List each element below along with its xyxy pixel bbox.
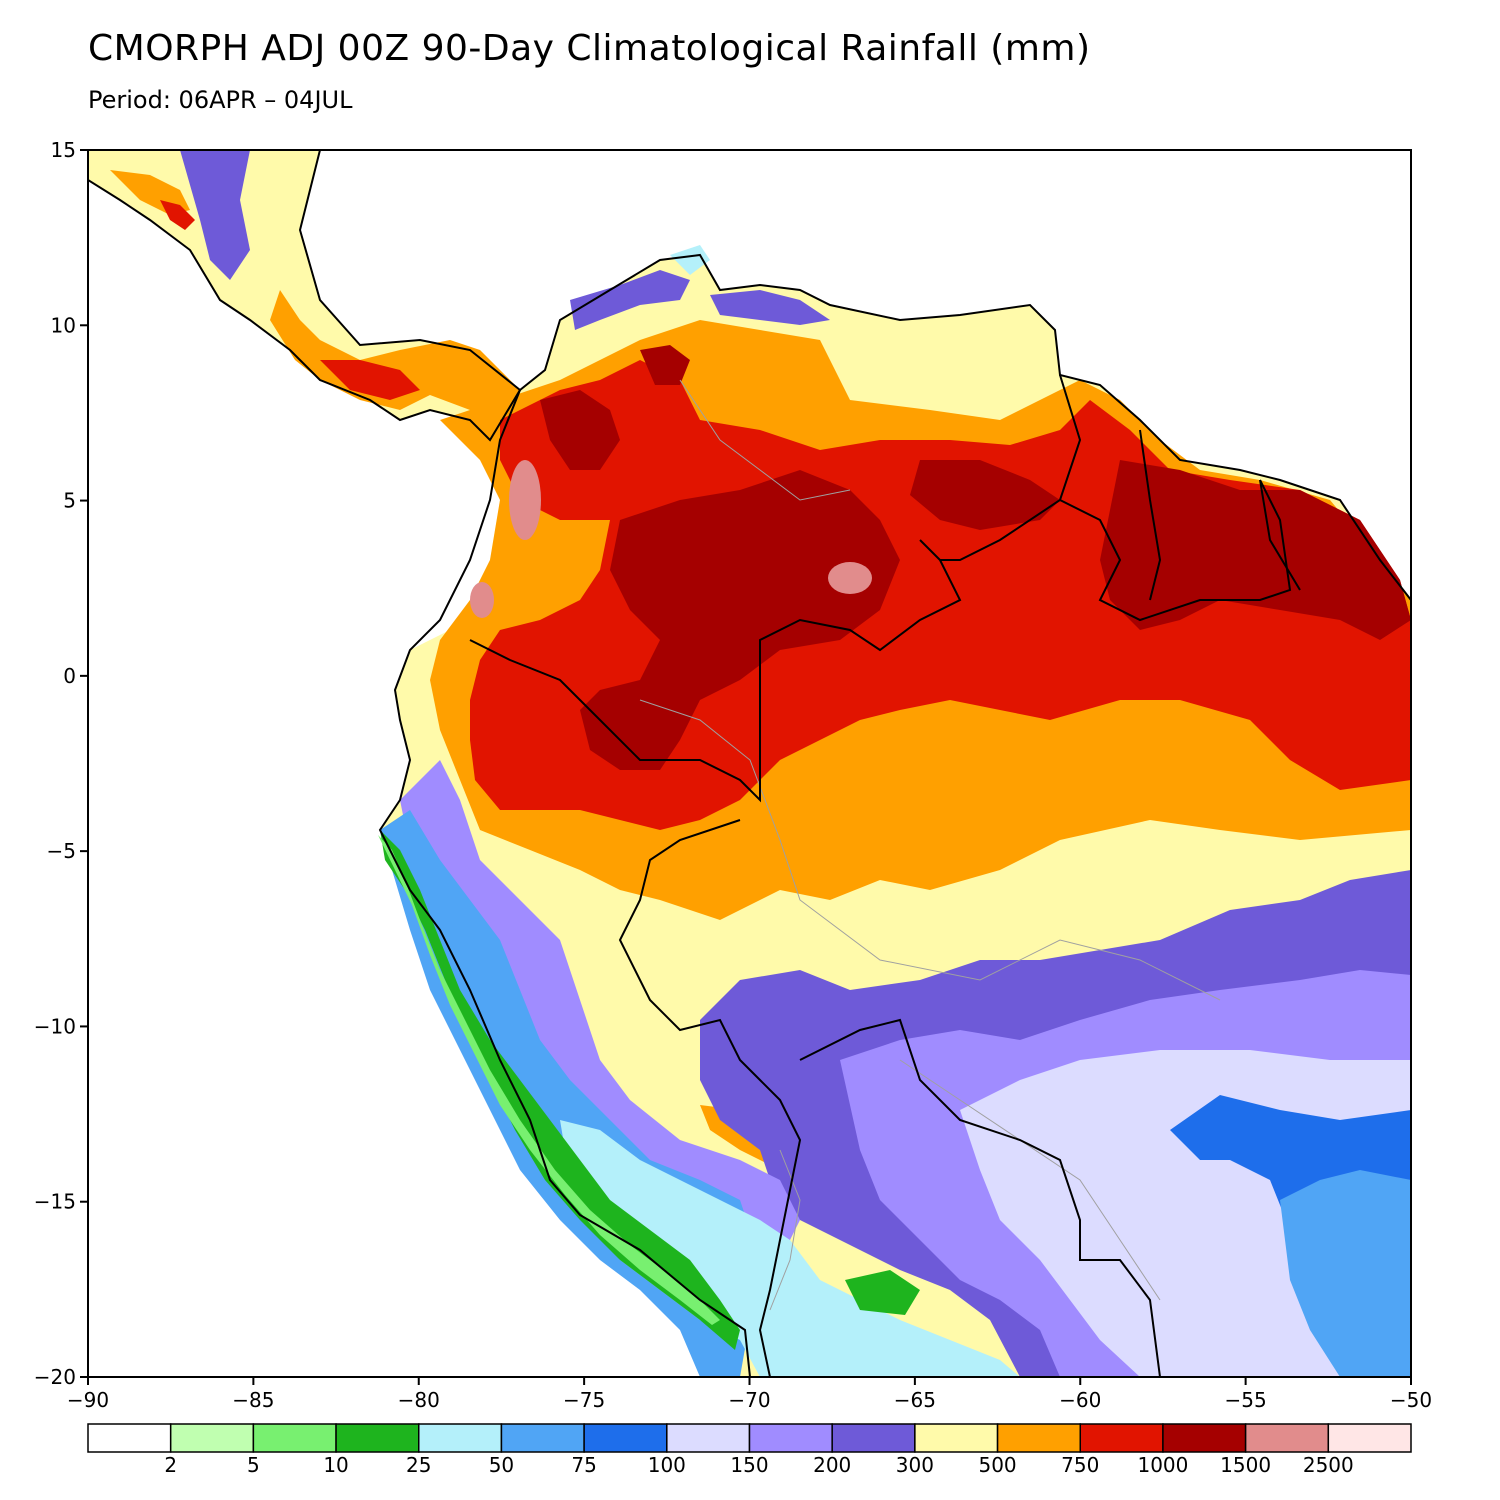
colorbar-swatch <box>1162 1423 1247 1453</box>
colorbar-label: 150 <box>730 1453 768 1477</box>
rain-1500-2500-amazon <box>828 562 872 594</box>
border-bolivia-brazil <box>799 1018 1161 1377</box>
colorbar-label: 2 <box>164 1453 177 1477</box>
y-axis: 15 10 5 0 −5 −10 −15 −20 <box>34 138 88 1389</box>
rain-1000-1500-north <box>910 460 1060 530</box>
rain-500-750-central-america <box>270 290 520 420</box>
x-tick-label: −90 <box>67 1388 109 1412</box>
colorbar-swatch <box>666 1423 751 1453</box>
colorbar-label: 2500 <box>1303 1453 1354 1477</box>
x-tick-label: −85 <box>232 1388 274 1412</box>
x-tick-label: −70 <box>728 1388 770 1412</box>
x-tick-label: −75 <box>563 1388 605 1412</box>
rain-200-300-venezuela-coast <box>710 290 830 325</box>
rain-1500-2500-choco <box>509 460 541 540</box>
rain-1500-2500-ecuador <box>470 582 494 618</box>
colorbar-swatch <box>169 1423 255 1453</box>
y-tick-label: 10 <box>51 313 76 337</box>
colorbar-swatch <box>583 1423 668 1453</box>
x-tick-label: −60 <box>1059 1388 1101 1412</box>
y-tick-label: −10 <box>34 1014 76 1038</box>
colorbar-label: 750 <box>1061 1453 1099 1477</box>
rain-200-300-honduras <box>180 150 250 280</box>
rain-1000-1500-guianas <box>1100 460 1411 640</box>
colorbar-swatch <box>335 1423 420 1453</box>
rainfall-field <box>88 150 1411 1377</box>
colorbar-label: 100 <box>648 1453 686 1477</box>
y-tick-label: −15 <box>34 1190 76 1214</box>
border-bolivia-brazil <box>899 1059 1161 1301</box>
rain-750-1000-panama <box>320 360 420 400</box>
border-peru-brazil <box>618 819 802 1377</box>
colorbar-label: 5 <box>247 1453 260 1477</box>
colorbar-label: 1500 <box>1220 1453 1271 1477</box>
colorbar-swatch <box>831 1423 916 1453</box>
colorbar-label: 200 <box>813 1453 851 1477</box>
colorbar-swatch <box>500 1423 585 1453</box>
colorbar-swatch <box>87 1423 172 1453</box>
border-guianas <box>1139 429 1301 601</box>
x-tick-label: −55 <box>1225 1388 1267 1412</box>
colorbar: 2 5 10 25 50 75 100 150 200 300 500 750 1000 1500 2500 <box>87 1423 1412 1477</box>
x-axis: −90 −85 −80 −75 −70 −65 −60 −55 −50 <box>67 1377 1432 1412</box>
border-amazon-inner <box>639 699 1221 1001</box>
rain-25-50-andes <box>560 1120 1020 1377</box>
y-tick-label: −5 <box>47 839 76 863</box>
colorbar-label: 50 <box>489 1453 514 1477</box>
x-tick-label: −80 <box>398 1388 440 1412</box>
colorbar-swatch <box>418 1423 503 1453</box>
rain-1000-1500-caribbean <box>640 345 690 385</box>
colorbar-label: 1000 <box>1137 1453 1188 1477</box>
rain-50-75-guajira <box>670 245 710 275</box>
border-colombia-peru-brazil <box>469 539 962 803</box>
rain-1000-1500-west <box>580 470 900 770</box>
colorbar-swatch <box>996 1423 1081 1453</box>
colorbar-label: 300 <box>896 1453 934 1477</box>
coastline-central-america <box>88 150 521 442</box>
rain-1000-1500-colombia-coast <box>540 390 620 470</box>
rain-200-300-caribbean-coast <box>570 270 690 330</box>
x-tick-label: −65 <box>894 1388 936 1412</box>
coastline-south-america <box>519 253 1411 601</box>
rain-10-25-bolivia <box>845 1270 920 1315</box>
colorbar-swatch <box>748 1423 833 1453</box>
y-tick-label: 0 <box>63 664 76 688</box>
colorbar-swatch <box>252 1423 337 1453</box>
colorbar-swatch <box>1079 1423 1164 1453</box>
y-tick-label: −20 <box>34 1365 76 1389</box>
period-subtitle: Period: 06APR – 04JUL <box>88 86 353 114</box>
colorbar-swatch <box>914 1423 999 1453</box>
border-peru-bolivia <box>769 1149 801 1311</box>
colorbar-swatch <box>1244 1423 1330 1453</box>
coastline-pacific <box>378 389 751 1377</box>
y-tick-label: 5 <box>63 489 76 513</box>
rain-50-75-southeast <box>1280 1170 1411 1377</box>
colorbar-label: 25 <box>406 1453 431 1477</box>
country-borders <box>639 379 1221 1311</box>
colorbar-label: 10 <box>323 1453 348 1477</box>
colorbar-swatch <box>1327 1423 1412 1453</box>
coastlines <box>88 150 1411 1377</box>
colorbar-label: 500 <box>978 1453 1016 1477</box>
border-venezuela-guyana <box>940 374 1292 622</box>
x-tick-label: −50 <box>1390 1388 1432 1412</box>
colorbar-label: 75 <box>571 1453 596 1477</box>
rain-750-1000-costa-rica <box>160 200 195 230</box>
y-tick-label: 15 <box>51 138 76 162</box>
border-colombia-venezuela <box>679 379 851 501</box>
map-title: CMORPH ADJ 00Z 90-Day Climatological Rai… <box>88 28 1091 69</box>
rain-10-25-coast <box>380 830 740 1350</box>
